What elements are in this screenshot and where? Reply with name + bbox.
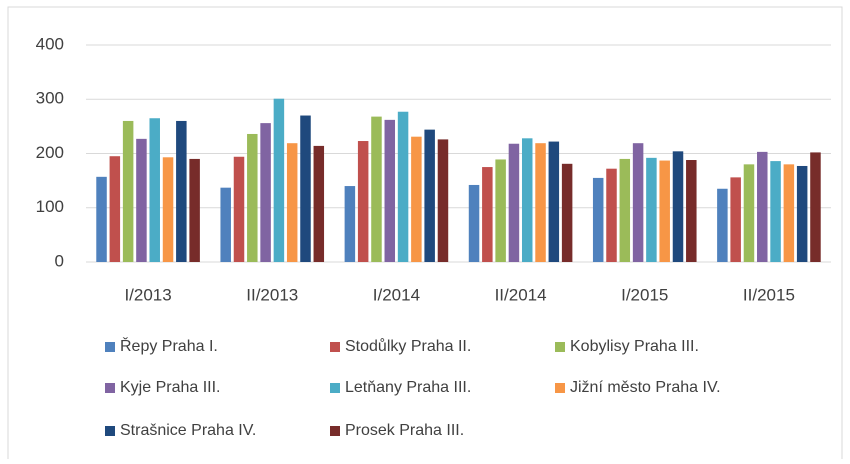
bar [149, 118, 160, 262]
bar [437, 139, 449, 262]
bar [561, 163, 573, 262]
bar [770, 161, 781, 262]
bar [757, 151, 768, 262]
legend-swatch [555, 342, 565, 352]
bar [96, 176, 107, 262]
bar [730, 177, 741, 262]
chart-border [7, 6, 843, 464]
bar [411, 136, 422, 262]
y-tick-label: 400 [36, 34, 64, 53]
bar [796, 165, 808, 262]
bar [176, 120, 187, 262]
bar [659, 160, 670, 262]
bar [686, 160, 697, 262]
bar [357, 141, 369, 262]
x-tick-label: I/2013 [124, 285, 171, 304]
bar [397, 111, 409, 262]
bar [606, 168, 617, 262]
bar [783, 164, 795, 262]
bar [384, 119, 396, 263]
legend-label: Letňany Praha III. [345, 379, 471, 396]
legend-label: Kobylisy Praha III. [570, 338, 699, 355]
x-tick-label: II/2014 [495, 285, 547, 304]
legend-label: Prosek Praha III. [345, 422, 464, 439]
bar [286, 143, 298, 262]
x-tick-label: I/2014 [373, 285, 420, 304]
bar [468, 184, 480, 262]
bar [136, 138, 147, 262]
x-tick-label: II/2013 [246, 285, 298, 304]
bar [424, 129, 435, 262]
legend-label: Kyje Praha III. [120, 379, 221, 396]
legend-swatch [105, 426, 115, 436]
bar [233, 156, 245, 262]
bar [632, 143, 644, 262]
bar [109, 156, 121, 262]
legend-swatch [105, 342, 115, 352]
legend-swatch [555, 383, 565, 393]
bar [521, 138, 533, 262]
bar [508, 143, 520, 262]
bar [535, 143, 546, 262]
bar [344, 186, 356, 262]
x-tick-label: II/2015 [743, 285, 795, 304]
bar [482, 167, 493, 262]
bar [273, 98, 285, 263]
legend-label: Řepy Praha I. [120, 336, 218, 355]
bar [810, 152, 821, 262]
legend-swatch [330, 426, 340, 436]
bar [300, 115, 311, 263]
bar [646, 157, 657, 262]
bar [592, 177, 604, 262]
bar [672, 151, 684, 262]
legend-swatch [330, 383, 340, 393]
y-tick-label: 0 [55, 251, 64, 270]
bar [189, 158, 200, 262]
bar [122, 120, 134, 262]
y-tick-label: 200 [36, 143, 64, 162]
y-tick-label: 300 [36, 89, 64, 108]
legend-label: Strašnice Praha IV. [120, 422, 256, 439]
y-tick-label: 100 [36, 197, 64, 216]
bar [371, 116, 382, 262]
legend-label: Jižní město Praha IV. [570, 379, 721, 396]
legend-swatch [330, 342, 340, 352]
x-tick-label: I/2015 [621, 285, 668, 304]
bar [619, 158, 631, 262]
bar [717, 188, 728, 262]
bar [260, 123, 271, 263]
bar [495, 159, 506, 262]
bar [247, 133, 258, 262]
bar [162, 157, 174, 262]
bar [313, 145, 325, 262]
legend-label: Stodůlky Praha II. [345, 337, 471, 355]
bar [743, 164, 755, 262]
bar [220, 187, 231, 262]
bar [548, 141, 560, 262]
legend-swatch [105, 383, 115, 393]
